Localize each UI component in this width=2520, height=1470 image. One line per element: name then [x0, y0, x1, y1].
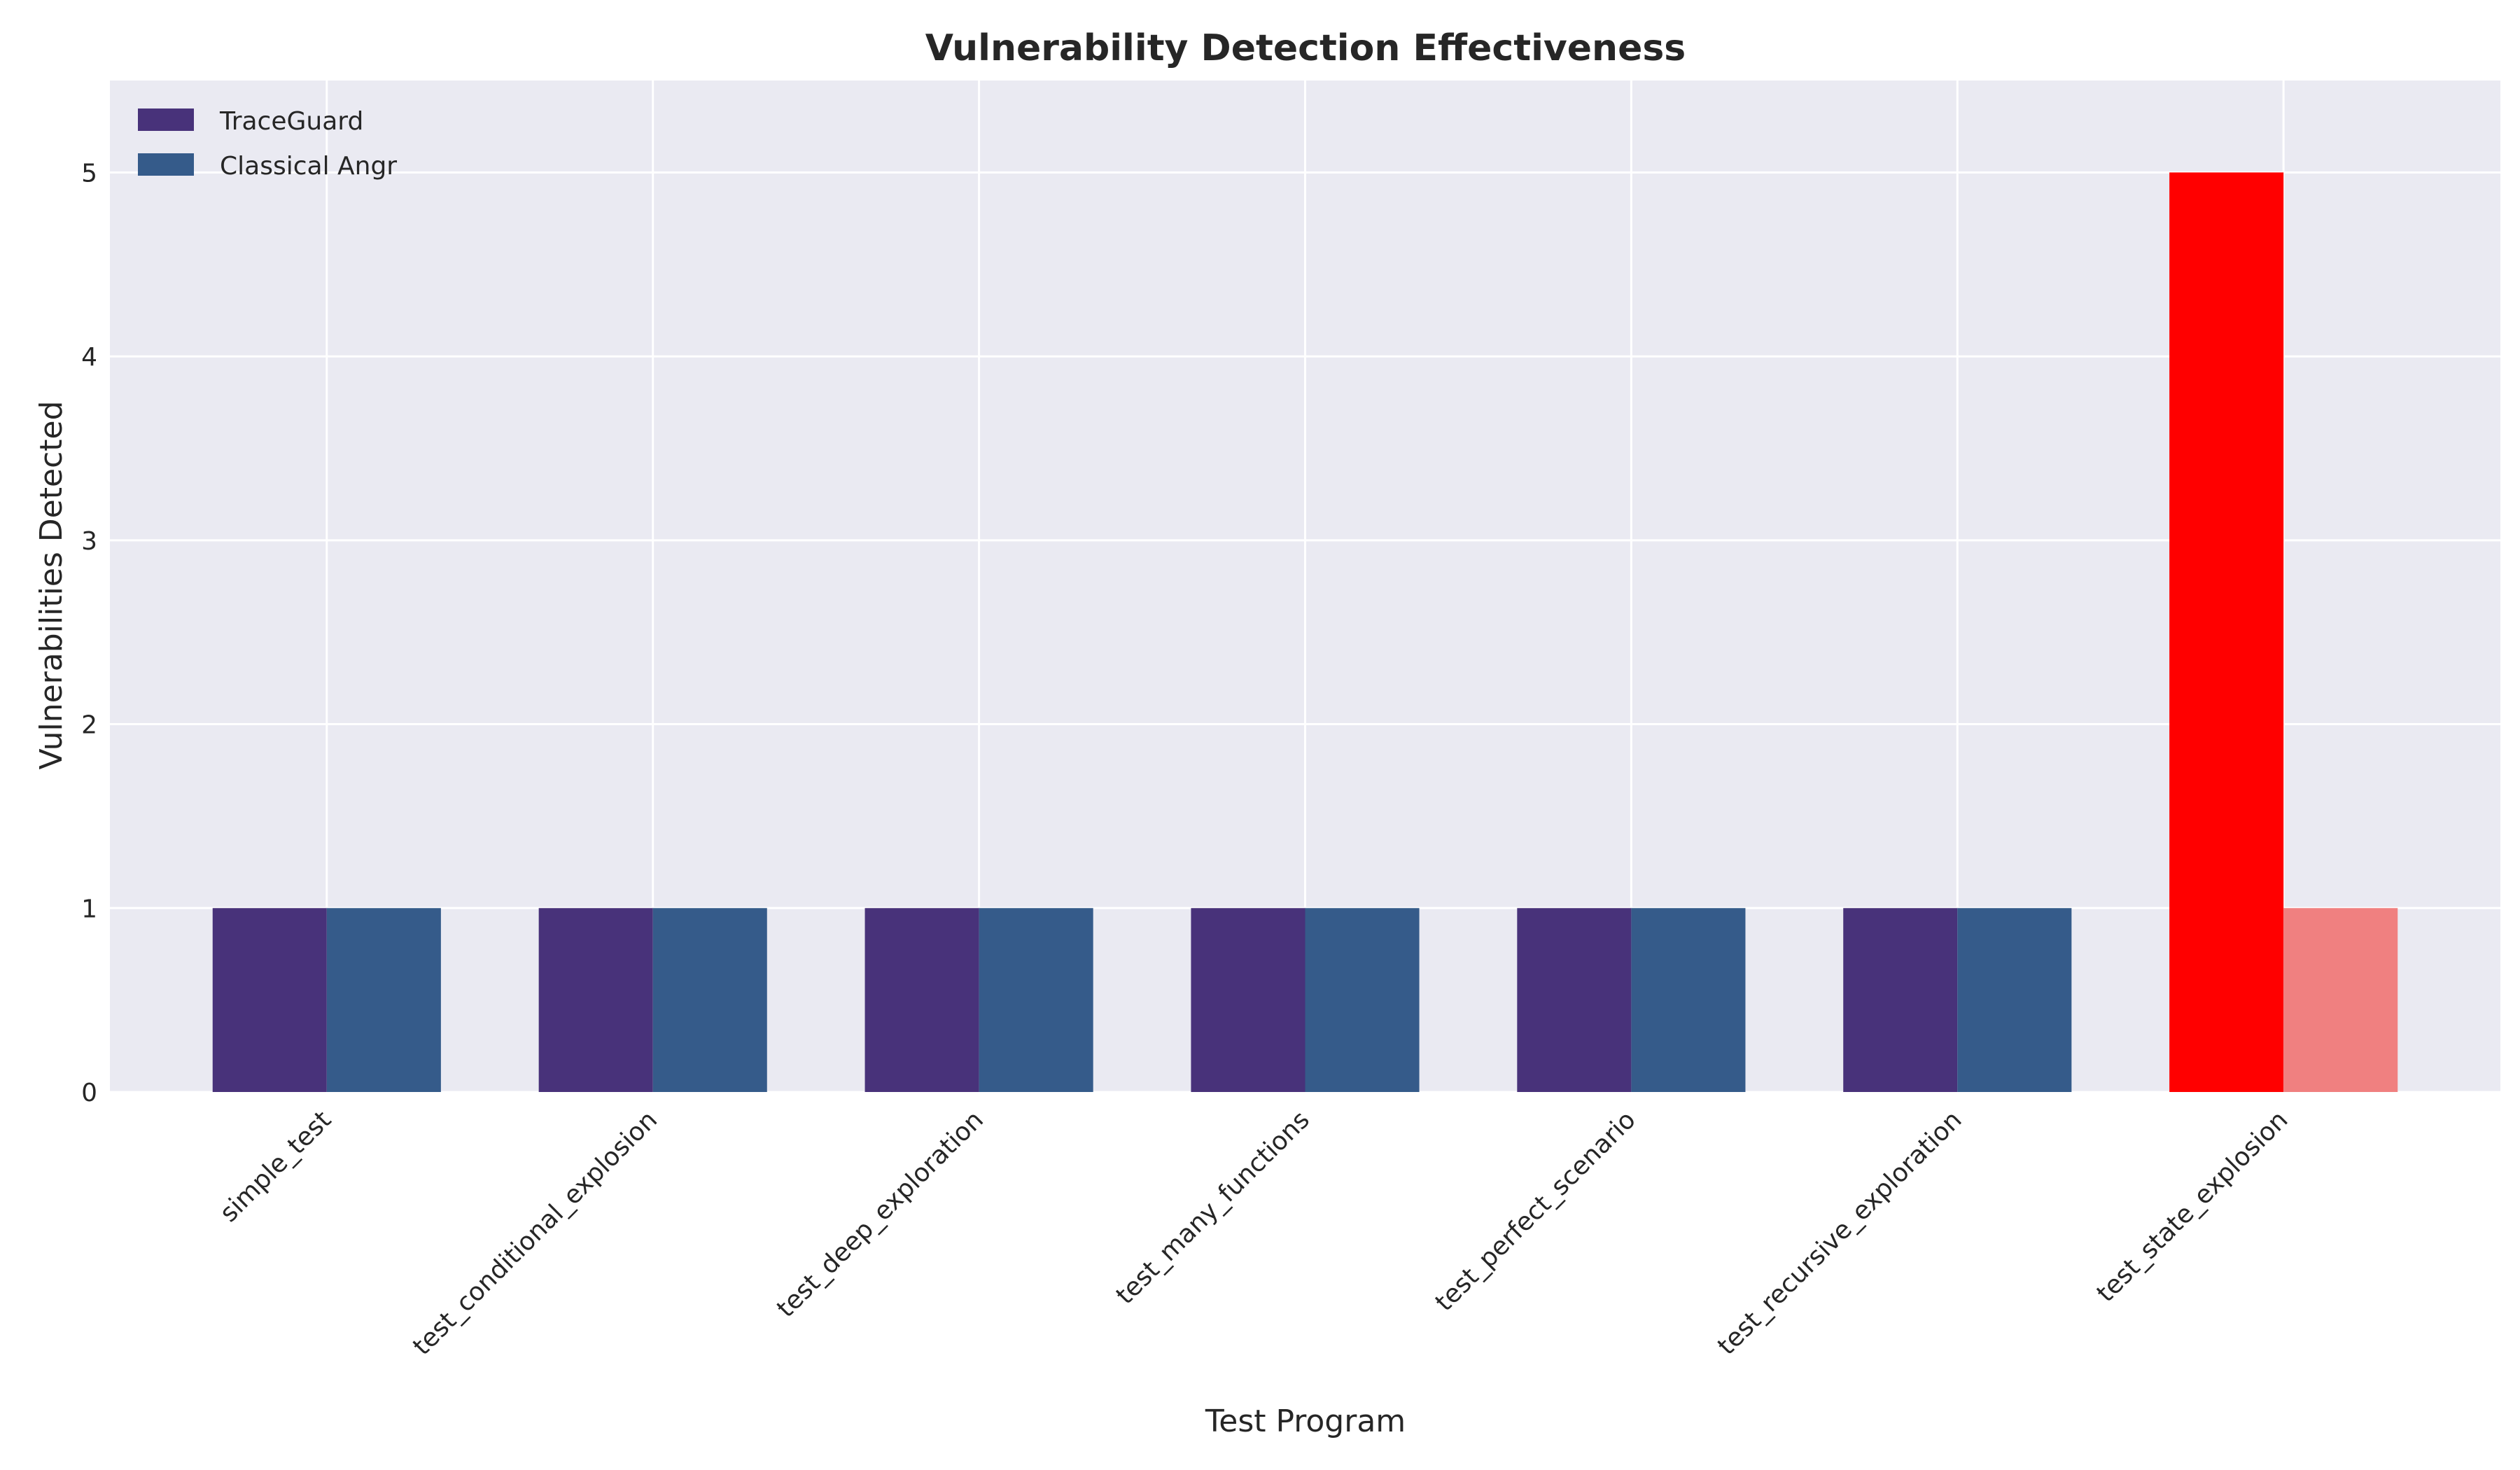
y-axis-label: Vulnerabilities Detected [34, 400, 69, 769]
bar-classical-angr-test-perfect-scenario [1631, 908, 1746, 1092]
bar-classical-angr-test-deep-exploration [979, 908, 1093, 1092]
y-tick-label: 3 [81, 527, 97, 556]
y-tick-label: 1 [81, 895, 97, 923]
legend-label-traceguard: TraceGuard [219, 107, 363, 136]
y-tick-label: 0 [81, 1079, 97, 1107]
y-tick-label: 5 [81, 159, 97, 188]
legend-swatch-traceguard [138, 108, 194, 131]
x-axis-label: Test Program [1205, 1404, 1406, 1439]
x-tick-label: test_recursive_exploration [1712, 1105, 1967, 1360]
x-tick-label: test_deep_exploration [771, 1105, 989, 1323]
bar-classical-angr-simple-test [326, 908, 441, 1092]
x-tick-label: test_conditional_explosion [407, 1105, 663, 1361]
bar-classical-angr-test-conditional-explosion [652, 908, 767, 1092]
bar-traceguard-test-many-functions [1191, 908, 1306, 1092]
x-tick-label: test_perfect_scenario [1430, 1105, 1642, 1317]
bar-traceguard-simple-test [212, 908, 327, 1092]
bar-classical-angr-test-many-functions [1305, 908, 1420, 1092]
y-tick-label: 4 [81, 343, 97, 372]
y-tick-label: 2 [81, 711, 97, 740]
bar-traceguard-test-deep-exploration [864, 908, 979, 1092]
x-tick-labels: simple_test test_conditional_explosion tes… [215, 1105, 2294, 1361]
legend: TraceGuard Classical Angr [138, 107, 397, 181]
x-tick-label: test_state_explosion [2092, 1105, 2294, 1308]
x-tick-label: simple_test [215, 1105, 337, 1228]
legend-label-classical-angr: Classical Angr [220, 152, 397, 181]
y-tick-labels: 0 1 2 3 4 5 [81, 159, 97, 1107]
bar-classical-angr-test-state-explosion [2283, 908, 2398, 1092]
x-tick-label: test_many_functions [1111, 1105, 1315, 1310]
chart-title: Vulnerability Detection Effectiveness [925, 27, 1686, 69]
bar-classical-angr-test-recursive-exploration [1957, 908, 2072, 1092]
bars [212, 172, 2398, 1092]
bar-traceguard-test-state-explosion [2169, 172, 2284, 1092]
bar-traceguard-test-conditional-explosion [538, 908, 653, 1092]
bar-traceguard-test-perfect-scenario [1517, 908, 1632, 1092]
legend-swatch-classical-angr [138, 153, 194, 176]
bar-traceguard-test-recursive-exploration [1843, 908, 1958, 1092]
